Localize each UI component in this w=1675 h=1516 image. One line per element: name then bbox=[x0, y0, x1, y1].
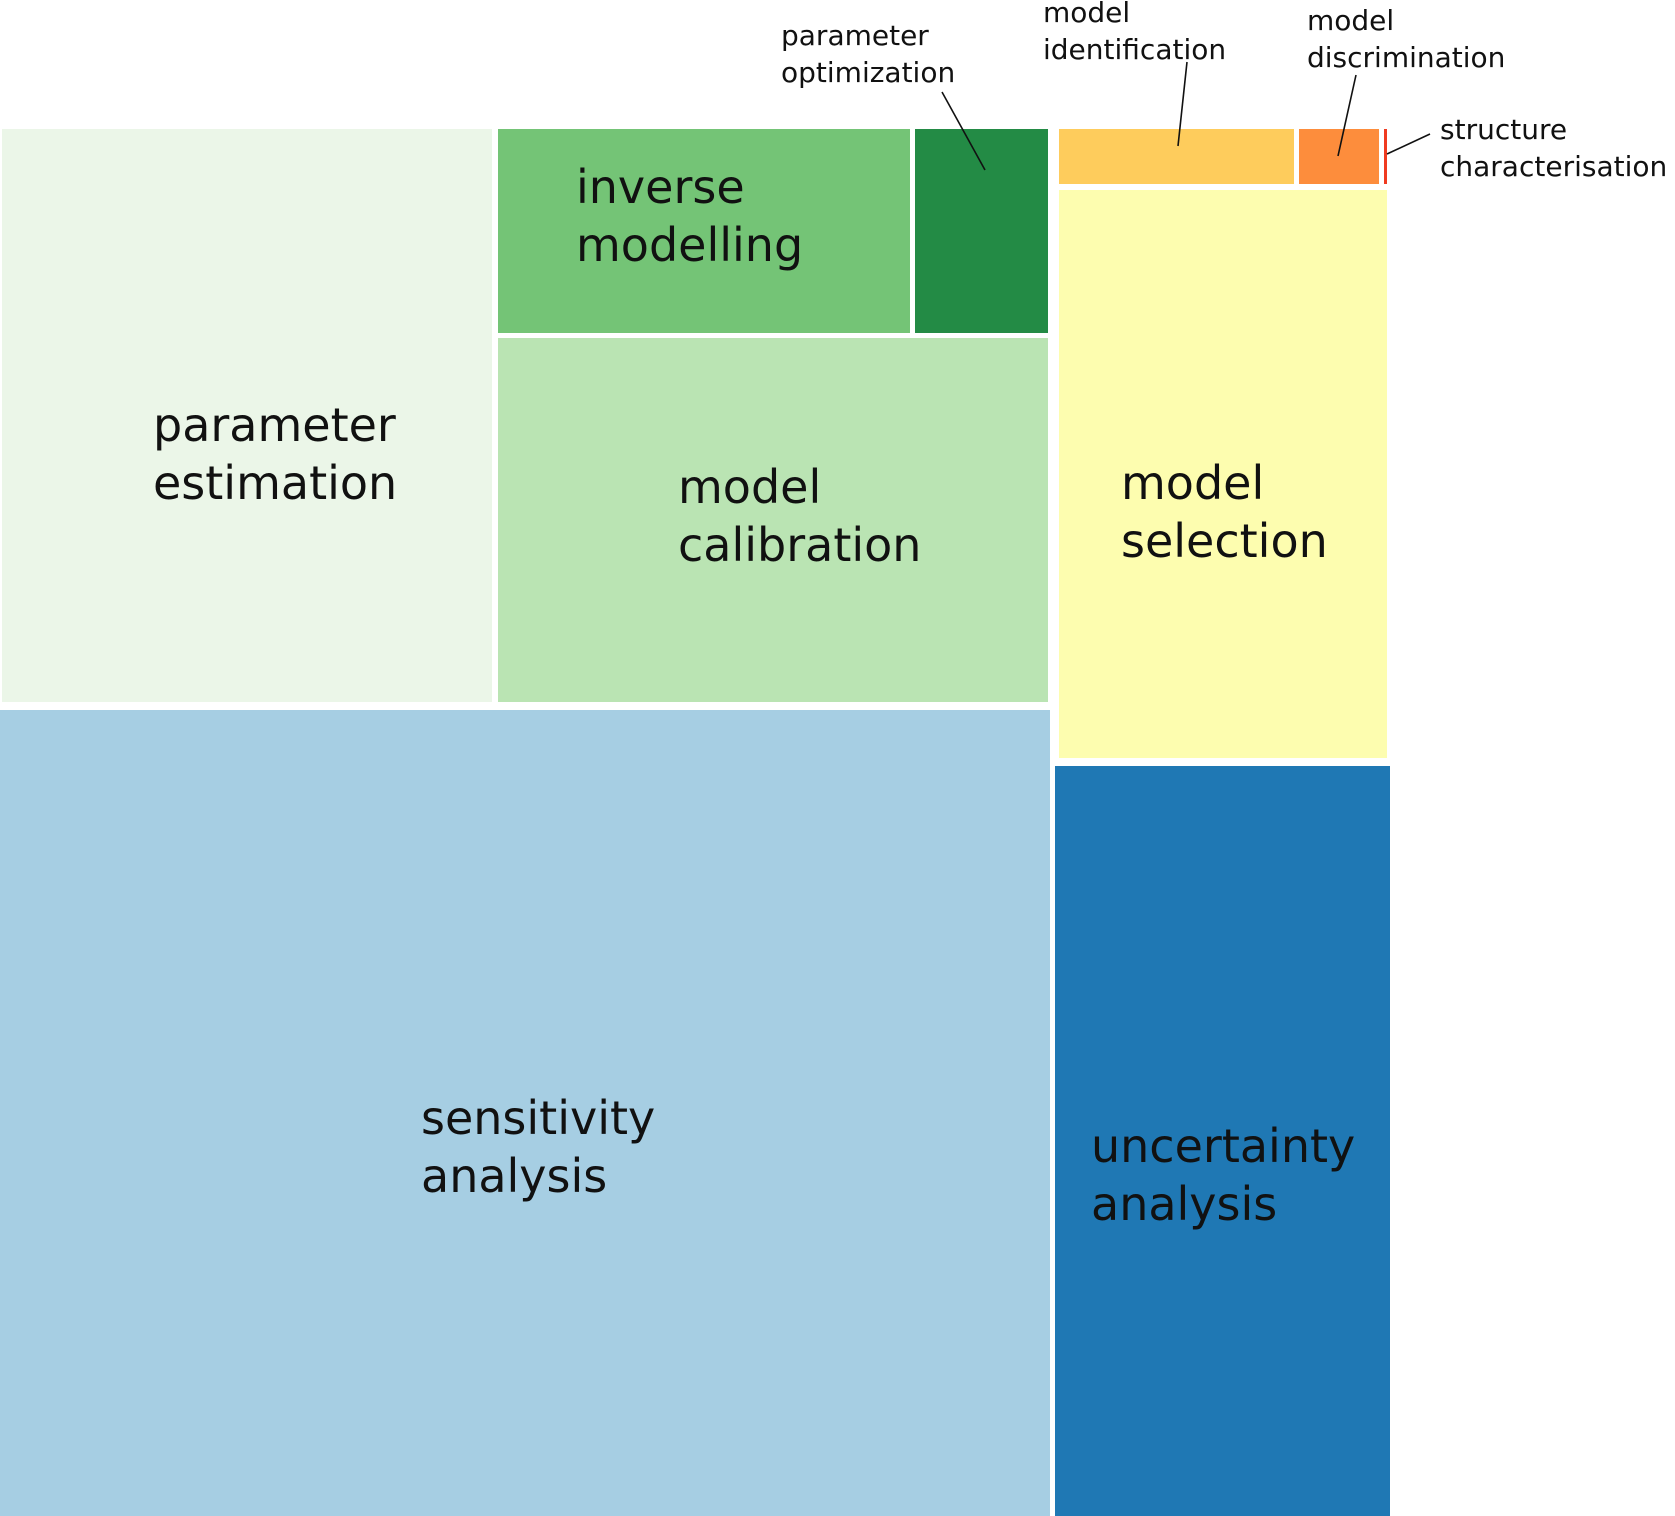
structure-characterisation-label-line: characterisation bbox=[1440, 150, 1667, 183]
model-identification-label-line: model bbox=[1043, 0, 1130, 29]
parameter-optimization-label: parameter optimization bbox=[781, 19, 955, 89]
inverse-modelling-label-line: inverse bbox=[576, 160, 745, 214]
model-identification-label-line: identification bbox=[1043, 33, 1226, 66]
parameter-estimation-label-line: estimation bbox=[153, 456, 397, 510]
model-discrimination-label: model discrimination bbox=[1307, 4, 1505, 74]
parameter-optimization-label-line: optimization bbox=[781, 56, 955, 89]
model-discrimination-label-line: model bbox=[1307, 4, 1394, 37]
model-selection-label-line: selection bbox=[1121, 514, 1328, 568]
uncertainty-analysis-label-line: analysis bbox=[1091, 1177, 1277, 1231]
inverse-modelling-label-line: modelling bbox=[576, 218, 803, 272]
model-selection-label-line: model bbox=[1121, 456, 1264, 510]
model-calibration-label-line: calibration bbox=[678, 518, 921, 572]
parameter-estimation-label-line: parameter bbox=[153, 398, 396, 452]
sensitivity-analysis-label-line: analysis bbox=[421, 1149, 607, 1203]
structure-characterisation-cell bbox=[1384, 129, 1387, 184]
model-identification-label: model identification bbox=[1043, 0, 1226, 66]
structure-characterisation-label: structure characterisation bbox=[1440, 113, 1667, 183]
model-calibration-label-line: model bbox=[678, 460, 821, 514]
structure-characterisation-leader-line bbox=[1387, 134, 1430, 154]
parameter-optimization-cell bbox=[915, 129, 1048, 333]
uncertainty-analysis-label-line: uncertainty bbox=[1091, 1119, 1355, 1173]
sensitivity-analysis-label-line: sensitivity bbox=[421, 1091, 655, 1145]
parameter-optimization-label-line: parameter bbox=[781, 19, 929, 52]
structure-characterisation-label-line: structure bbox=[1440, 113, 1567, 146]
model-discrimination-cell bbox=[1299, 129, 1379, 184]
model-discrimination-label-line: discrimination bbox=[1307, 41, 1505, 74]
model-identification-cell bbox=[1059, 129, 1294, 184]
